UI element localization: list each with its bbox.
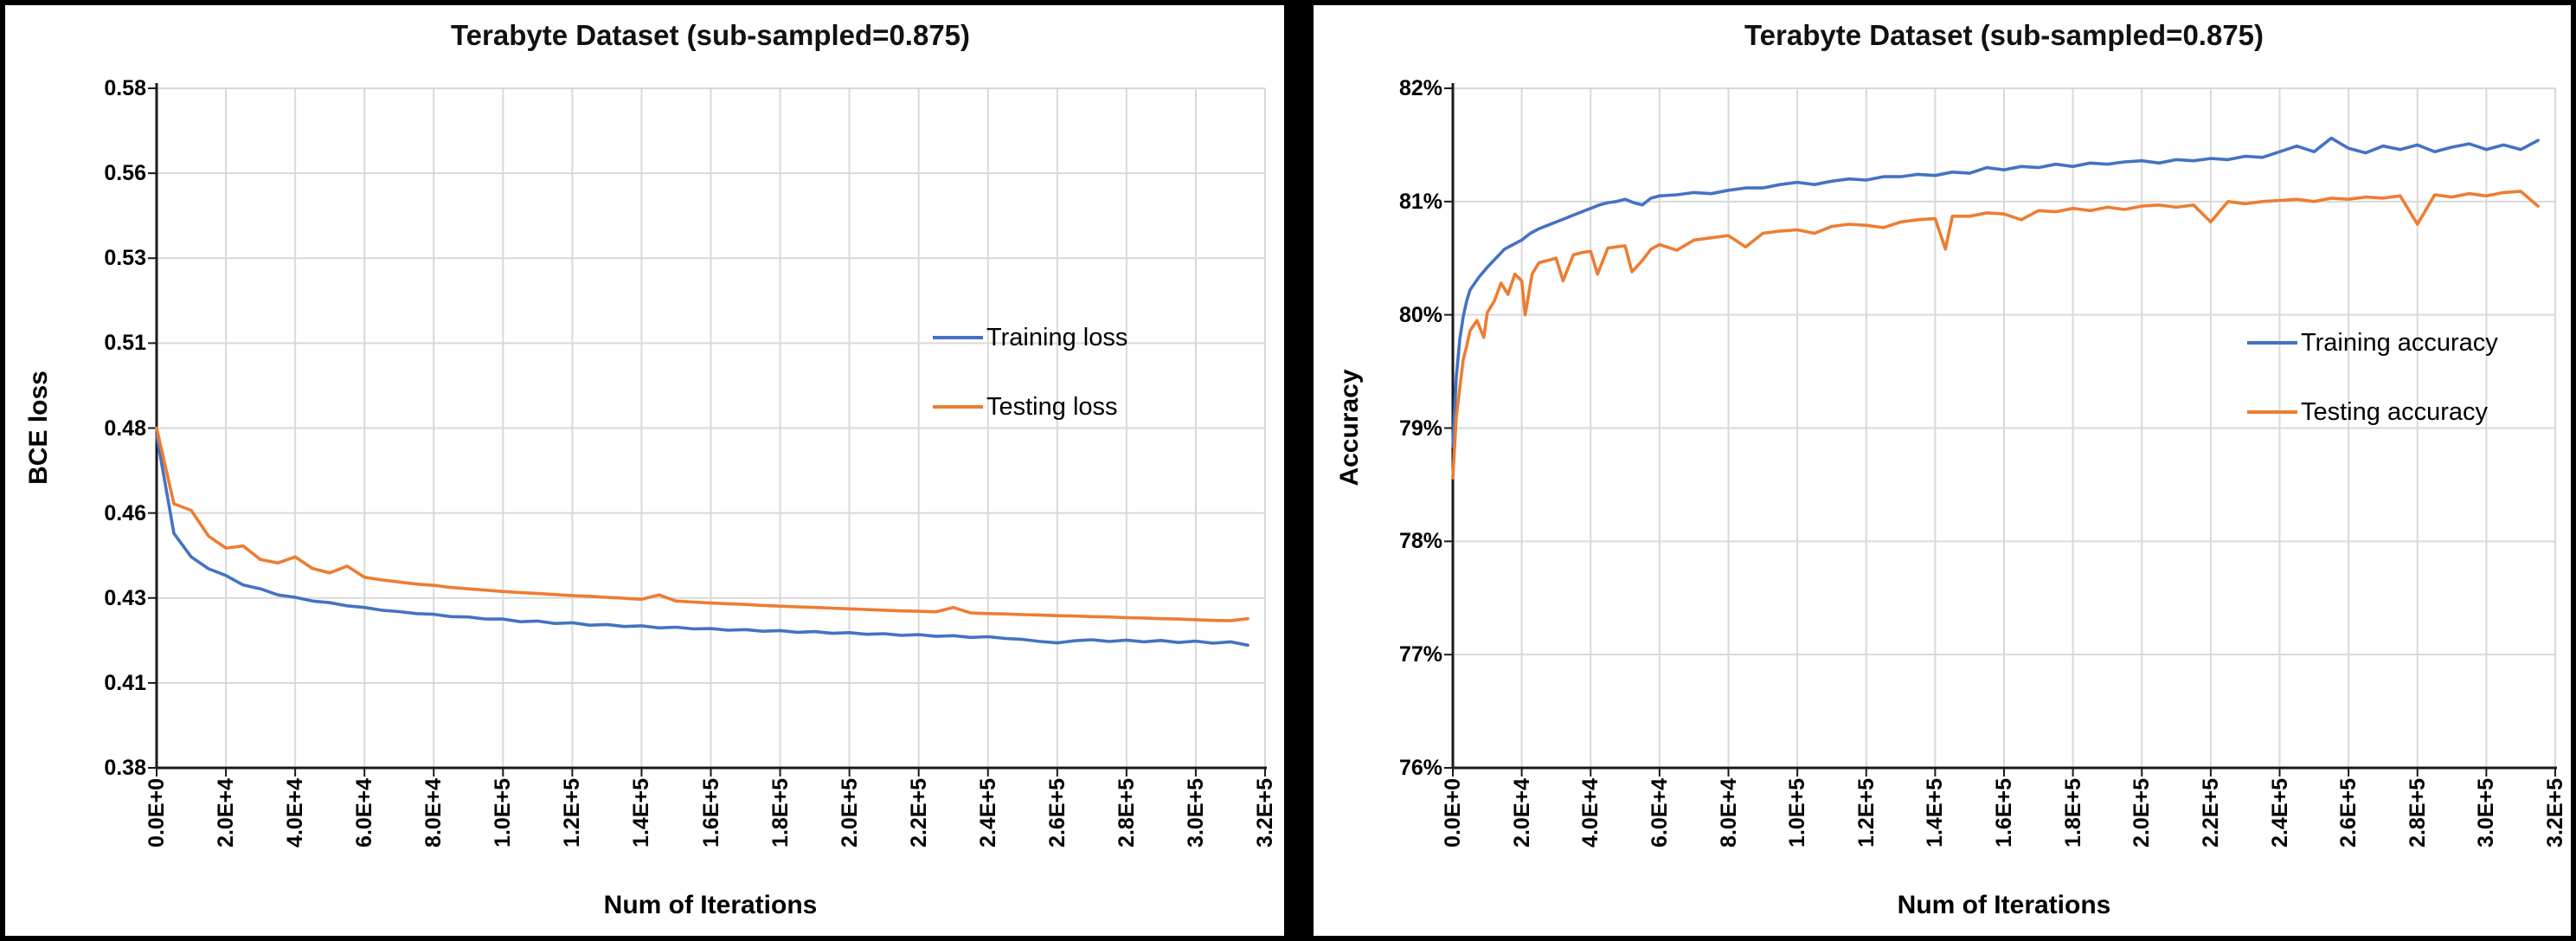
- legend-entry-training-loss: Training loss: [933, 322, 1127, 353]
- testing-loss-line: [155, 426, 1249, 622]
- x-tick-label: 2.0E+4: [1509, 778, 1534, 848]
- y-tick-label: 0.41: [104, 670, 146, 695]
- legend: Training accuracy Testing accuracy: [2247, 327, 2498, 466]
- x-tick-label: 3.0E+5: [1183, 778, 1208, 848]
- x-tick-label: 1.2E+5: [560, 778, 585, 848]
- y-tick-label: 78%: [1398, 529, 1442, 554]
- x-tick-label: 2.8E+5: [2405, 778, 2430, 848]
- x-axis-title: Num of Iterations: [603, 891, 818, 919]
- x-tick-label: 4.0E+4: [283, 778, 308, 848]
- legend-entry-testing-accuracy: Testing accuracy: [2247, 396, 2498, 428]
- legend-label: Testing loss: [986, 392, 1118, 421]
- x-tick-label: 1.8E+5: [2060, 778, 2085, 848]
- x-tick-label: 1.0E+5: [1785, 778, 1810, 848]
- training-accuracy-legend-line-icon: [2247, 341, 2297, 345]
- x-tick-label: 8.0E+4: [421, 778, 446, 848]
- y-tick-label: 0.56: [104, 161, 146, 186]
- legend-label: Training accuracy: [2301, 328, 2498, 357]
- legend-entry-training-accuracy: Training accuracy: [2247, 327, 2498, 358]
- x-tick-label: 0.0E+0: [145, 778, 169, 848]
- legend-entry-testing-loss: Testing loss: [933, 391, 1127, 422]
- x-axis-title: Num of Iterations: [1897, 891, 2111, 919]
- x-tick-label: 2.0E+5: [837, 778, 862, 848]
- plot-area: [148, 83, 1267, 777]
- y-tick-label: 81%: [1398, 189, 1442, 214]
- x-tick-label: 2.6E+5: [1044, 778, 1070, 848]
- y-tick-label: 80%: [1398, 302, 1442, 327]
- training-loss-line: [155, 433, 1249, 648]
- x-tick-label: 6.0E+4: [1647, 778, 1672, 848]
- x-tick-label: 2.0E+4: [214, 778, 239, 848]
- x-tick-label: 2.2E+5: [2198, 778, 2223, 848]
- x-tick-label: 2.4E+5: [2267, 778, 2292, 848]
- y-tick-label: 77%: [1398, 642, 1442, 667]
- x-tick-label: 1.6E+5: [1992, 778, 2016, 848]
- x-tick-label: 3.0E+5: [2474, 778, 2499, 848]
- plot-area: [1444, 83, 2557, 777]
- y-tick-label: 0.58: [104, 76, 146, 100]
- x-tick-label: 3.2E+5: [1253, 778, 1277, 848]
- x-tick-label: 2.8E+5: [1114, 778, 1139, 848]
- chart-title: Terabyte Dataset (sub-sampled=0.875): [450, 19, 971, 51]
- y-tick-label: 76%: [1398, 756, 1442, 780]
- x-tick-label: 2.6E+5: [2336, 778, 2361, 848]
- x-tick-label: 2.2E+5: [906, 778, 931, 848]
- y-tick-label: 82%: [1398, 76, 1442, 100]
- y-tick-label: 0.46: [104, 500, 146, 525]
- x-tick-label: 1.0E+5: [491, 778, 516, 848]
- chart-title: Terabyte Dataset (sub-sampled=0.875): [1744, 19, 2264, 51]
- legend-label: Testing accuracy: [2301, 397, 2488, 426]
- x-tick-label: 0.0E+0: [1441, 778, 1465, 848]
- x-tick-label: 8.0E+4: [1716, 778, 1741, 848]
- x-tick-label: 1.6E+5: [698, 778, 723, 848]
- y-tick-label: 0.43: [104, 585, 146, 610]
- accuracy-chart-panel: Terabyte Dataset (sub-sampled=0.875) Acc…: [1314, 5, 2571, 936]
- y-tick-label: 0.38: [104, 756, 146, 780]
- testing-accuracy-line: [1451, 190, 2540, 480]
- y-tick-label: 0.53: [104, 246, 146, 271]
- x-tick-label: 2.4E+5: [975, 778, 1000, 848]
- training-accuracy-line: [1451, 136, 2540, 448]
- y-tick-label: 0.51: [104, 331, 146, 356]
- testing-accuracy-legend-line-icon: [2247, 410, 2297, 414]
- x-tick-label: 6.0E+4: [352, 778, 377, 848]
- loss-chart-panel: Terabyte Dataset (sub-sampled=0.875) BCE…: [5, 5, 1284, 936]
- x-tick-label: 1.2E+5: [1853, 778, 1879, 848]
- y-tick-label: 0.48: [104, 416, 146, 441]
- y-tick-label: 79%: [1398, 416, 1442, 441]
- training-loss-legend-line-icon: [933, 336, 983, 339]
- testing-loss-legend-line-icon: [933, 405, 983, 409]
- legend-label: Training loss: [986, 323, 1128, 351]
- x-tick-label: 2.0E+5: [2130, 778, 2155, 848]
- x-tick-label: 4.0E+4: [1578, 778, 1603, 848]
- x-tick-label: 1.8E+5: [768, 778, 793, 848]
- legend: Training loss Testing loss: [933, 322, 1127, 461]
- x-tick-label: 3.2E+5: [2543, 778, 2567, 848]
- x-tick-label: 1.4E+5: [629, 778, 654, 848]
- x-tick-label: 1.4E+5: [1923, 778, 1948, 848]
